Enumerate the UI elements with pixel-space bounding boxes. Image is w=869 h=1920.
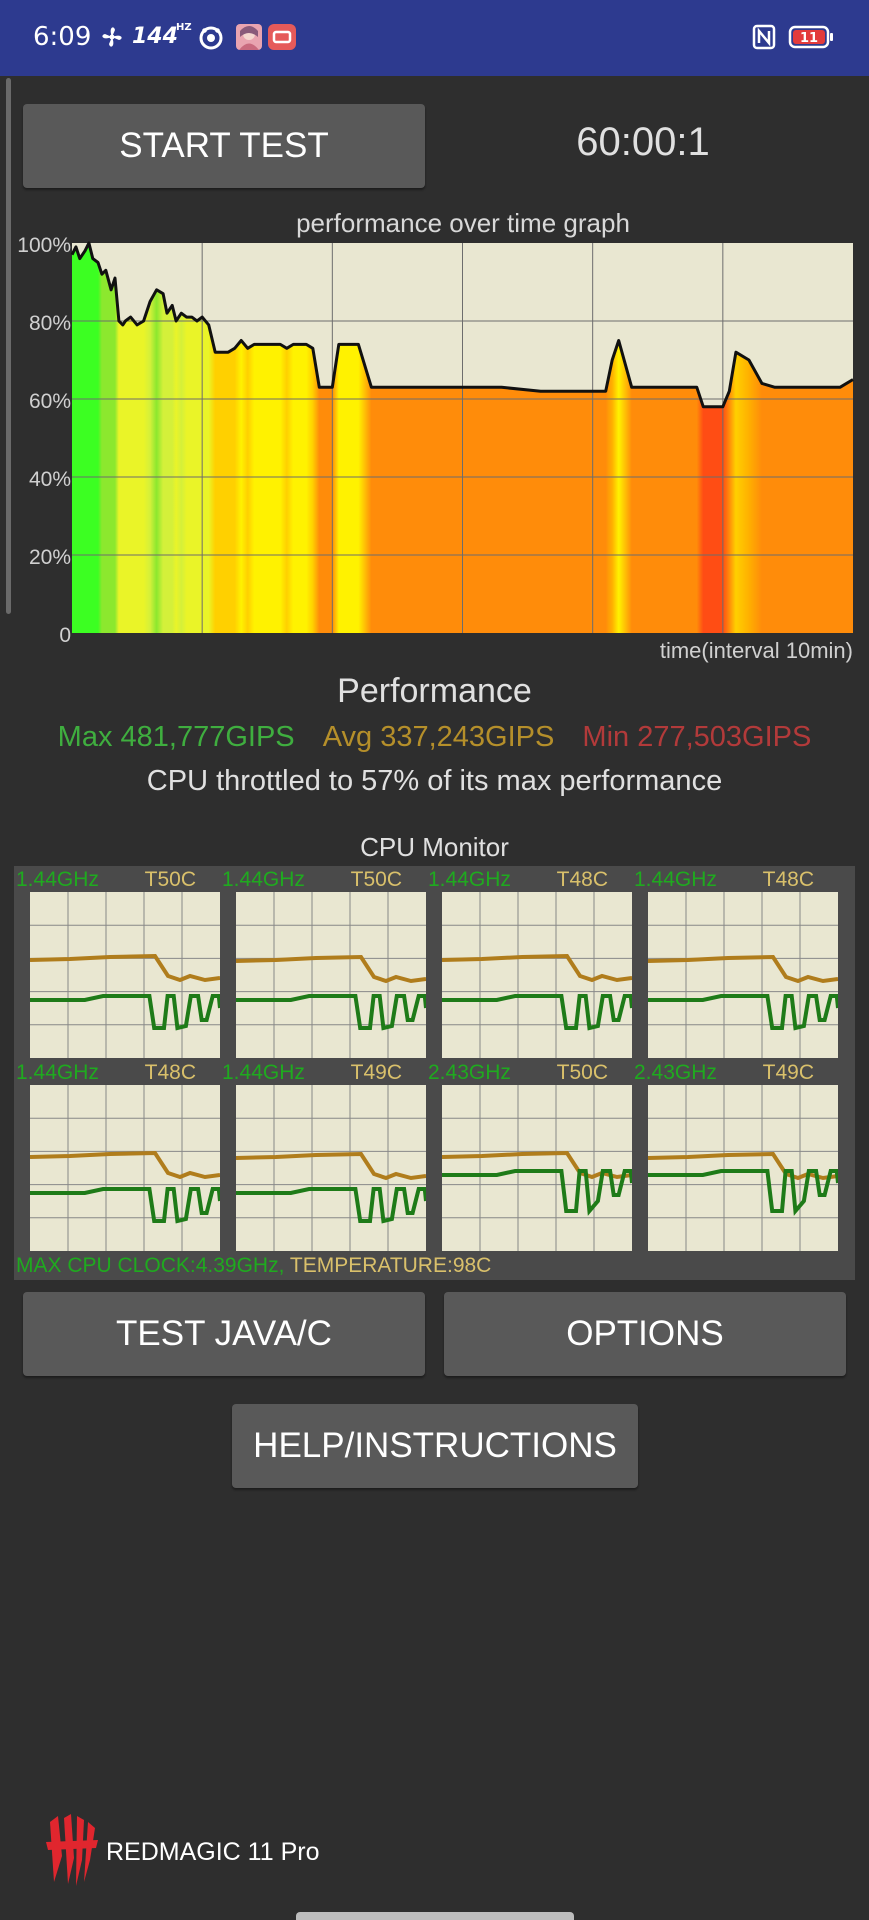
core-temperature: T50C bbox=[144, 868, 196, 891]
home-indicator[interactable] bbox=[296, 1912, 574, 1920]
start-test-button[interactable]: START TEST bbox=[23, 104, 425, 188]
core-graph-background bbox=[442, 1085, 632, 1251]
cpu-core-6: 1.44GHz T49C bbox=[220, 1059, 426, 1251]
min-performance: Min 277,503GIPS bbox=[582, 721, 812, 753]
core-temperature-line bbox=[648, 954, 838, 984]
core-graph-background bbox=[30, 1085, 220, 1251]
cpu-core-3: 1.44GHz T48C bbox=[426, 866, 632, 1058]
core-frequency: 1.44GHz bbox=[428, 868, 511, 891]
core-frequency-line bbox=[442, 1169, 632, 1216]
core-frequency-line bbox=[30, 994, 220, 1031]
performance-title: Performance bbox=[337, 672, 532, 710]
options-button[interactable]: OPTIONS bbox=[444, 1292, 846, 1376]
cpu-monitor-footer: MAX CPU CLOCK:4.39GHz, TEMPERATURE:98C bbox=[16, 1254, 491, 1278]
y-tick-label: 0 bbox=[59, 624, 71, 647]
core-graph bbox=[30, 1085, 220, 1251]
max-performance: Max 481,777GIPS bbox=[57, 721, 295, 753]
cpu-core-7: 2.43GHz T50C bbox=[426, 1059, 632, 1251]
performance-chart: performance over time graph 100% 80% 60% 40%… bbox=[0, 200, 869, 670]
core-temperature-line bbox=[442, 953, 632, 983]
y-tick-label: 80% bbox=[29, 312, 71, 335]
core-temperature: T48C bbox=[762, 868, 814, 891]
x-axis-label: time(interval 10min) bbox=[660, 638, 853, 663]
app-icon bbox=[266, 22, 298, 52]
refresh-rate-unit: HZ bbox=[176, 22, 192, 33]
core-frequency: 2.43GHz bbox=[634, 1061, 717, 1084]
core-temperature: T48C bbox=[556, 868, 608, 891]
y-tick-label: 100% bbox=[17, 234, 71, 257]
core-temperature: T49C bbox=[350, 1061, 402, 1084]
core-frequency: 1.44GHz bbox=[16, 1061, 99, 1084]
core-frequency-line bbox=[30, 1187, 220, 1224]
cpu-monitor-panel: 1.44GHz T50C 1.44GHz T50C 1.44GHz T48C 1.44GHz… bbox=[14, 866, 855, 1280]
core-graph-background bbox=[648, 892, 838, 1058]
core-graph-background bbox=[236, 1085, 426, 1251]
fan-icon bbox=[96, 22, 128, 52]
core-graph bbox=[236, 892, 426, 1058]
core-frequency-line bbox=[442, 994, 632, 1031]
max-cpu-clock: MAX CPU CLOCK:4.39GHz, bbox=[16, 1254, 285, 1277]
svg-text:11: 11 bbox=[800, 31, 818, 46]
core-graph bbox=[442, 892, 632, 1058]
test-timer: 60:00:1 bbox=[576, 120, 710, 164]
nfc-icon bbox=[750, 22, 778, 52]
help-instructions-button[interactable]: HELP/INSTRUCTIONS bbox=[232, 1404, 638, 1488]
status-bar: 6:09 144 HZ 11 bbox=[0, 0, 869, 76]
brand-footer: REDMAGIC 11 Pro bbox=[44, 1812, 319, 1892]
core-frequency: 1.44GHz bbox=[222, 868, 305, 891]
core-frequency: 2.43GHz bbox=[428, 1061, 511, 1084]
cpu-core-1: 1.44GHz T50C bbox=[14, 866, 220, 1058]
brand-name: REDMAGIC 11 Pro bbox=[106, 1837, 320, 1866]
y-tick-label: 20% bbox=[29, 546, 71, 569]
core-temperature: T50C bbox=[556, 1061, 608, 1084]
avatar-icon bbox=[234, 22, 264, 52]
core-temperature-line bbox=[30, 1150, 220, 1180]
core-temperature: T48C bbox=[144, 1061, 196, 1084]
battery-icon: 11 bbox=[788, 22, 836, 52]
core-temperature-line bbox=[236, 1151, 426, 1181]
core-graph bbox=[236, 1085, 426, 1251]
core-frequency-line bbox=[648, 994, 838, 1031]
core-frequency-line bbox=[236, 994, 426, 1031]
core-frequency-line bbox=[236, 1187, 426, 1224]
core-temperature: T50C bbox=[350, 868, 402, 891]
cpu-core-5: 1.44GHz T48C bbox=[14, 1059, 220, 1251]
y-tick-label: 60% bbox=[29, 390, 71, 413]
cpu-core-8: 2.43GHz T49C bbox=[632, 1059, 838, 1251]
y-tick-label: 40% bbox=[29, 468, 71, 491]
core-graph bbox=[648, 1085, 838, 1251]
core-frequency: 1.44GHz bbox=[634, 868, 717, 891]
core-graph-background bbox=[236, 892, 426, 1058]
core-graph bbox=[30, 892, 220, 1058]
chart-title: performance over time graph bbox=[296, 208, 630, 238]
performance-chart-svg: performance over time graph 100% 80% 60% 40%… bbox=[17, 208, 854, 663]
test-java-c-button[interactable]: TEST JAVA/C bbox=[23, 1292, 425, 1376]
avg-performance: Avg 337,243GIPS bbox=[322, 721, 555, 753]
throttle-text: CPU throttled to 57% of its max performa… bbox=[146, 765, 723, 797]
status-time: 6:09 bbox=[33, 22, 92, 52]
performance-line bbox=[70, 241, 854, 409]
max-temperature: TEMPERATURE:98C bbox=[284, 1254, 492, 1277]
cpu-monitor-title: CPU Monitor bbox=[360, 832, 509, 862]
core-frequency: 1.44GHz bbox=[222, 1061, 305, 1084]
alert-icon bbox=[196, 22, 226, 52]
cpu-core-4: 1.44GHz T48C bbox=[632, 866, 838, 1058]
core-frequency-line bbox=[648, 1169, 838, 1216]
core-frequency: 1.44GHz bbox=[16, 868, 99, 891]
scroll-indicator[interactable] bbox=[6, 78, 11, 614]
core-graph bbox=[648, 892, 838, 1058]
refresh-rate-icon: 144 bbox=[132, 24, 178, 49]
core-temperature-line bbox=[30, 953, 220, 983]
performance-stats: Max 481,777GIPS Avg 337,243GIPS Min 277,… bbox=[0, 721, 869, 754]
redmagic-logo-icon bbox=[44, 1812, 100, 1892]
core-temperature-line bbox=[236, 954, 426, 984]
core-graph-background bbox=[648, 1085, 838, 1251]
core-graph bbox=[442, 1085, 632, 1251]
cpu-core-2: 1.44GHz T50C bbox=[220, 866, 426, 1058]
core-temperature: T49C bbox=[762, 1061, 814, 1084]
